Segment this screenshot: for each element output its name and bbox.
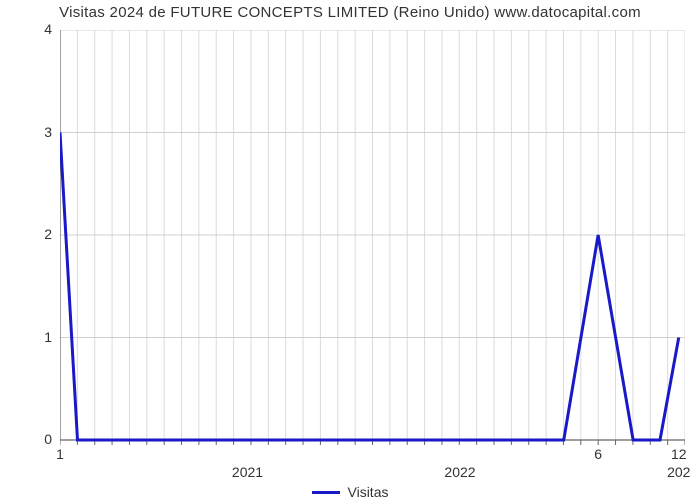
- x-axis-year-label: 2022: [444, 464, 475, 480]
- legend-label: Visitas: [348, 484, 389, 500]
- x-axis-year-label: 2021: [232, 464, 263, 480]
- x-axis-tick-label: 12: [671, 446, 687, 462]
- chart-plot: [60, 30, 685, 450]
- y-axis-tick-label: 1: [32, 329, 52, 345]
- y-axis-tick-label: 4: [32, 21, 52, 37]
- y-axis-tick-label: 2: [32, 226, 52, 242]
- chart-container: Visitas 2024 de FUTURE CONCEPTS LIMITED …: [0, 0, 700, 500]
- x-axis-year-label: 202: [667, 464, 690, 480]
- legend-swatch: [312, 491, 340, 494]
- legend-item-visitas: Visitas: [312, 484, 389, 500]
- y-axis-tick-label: 0: [32, 431, 52, 447]
- x-axis-tick-label: 1: [56, 446, 64, 462]
- chart-legend: Visitas: [0, 481, 700, 500]
- x-axis-tick-label: 6: [594, 446, 602, 462]
- y-axis-tick-label: 3: [32, 124, 52, 140]
- chart-title: Visitas 2024 de FUTURE CONCEPTS LIMITED …: [0, 4, 700, 21]
